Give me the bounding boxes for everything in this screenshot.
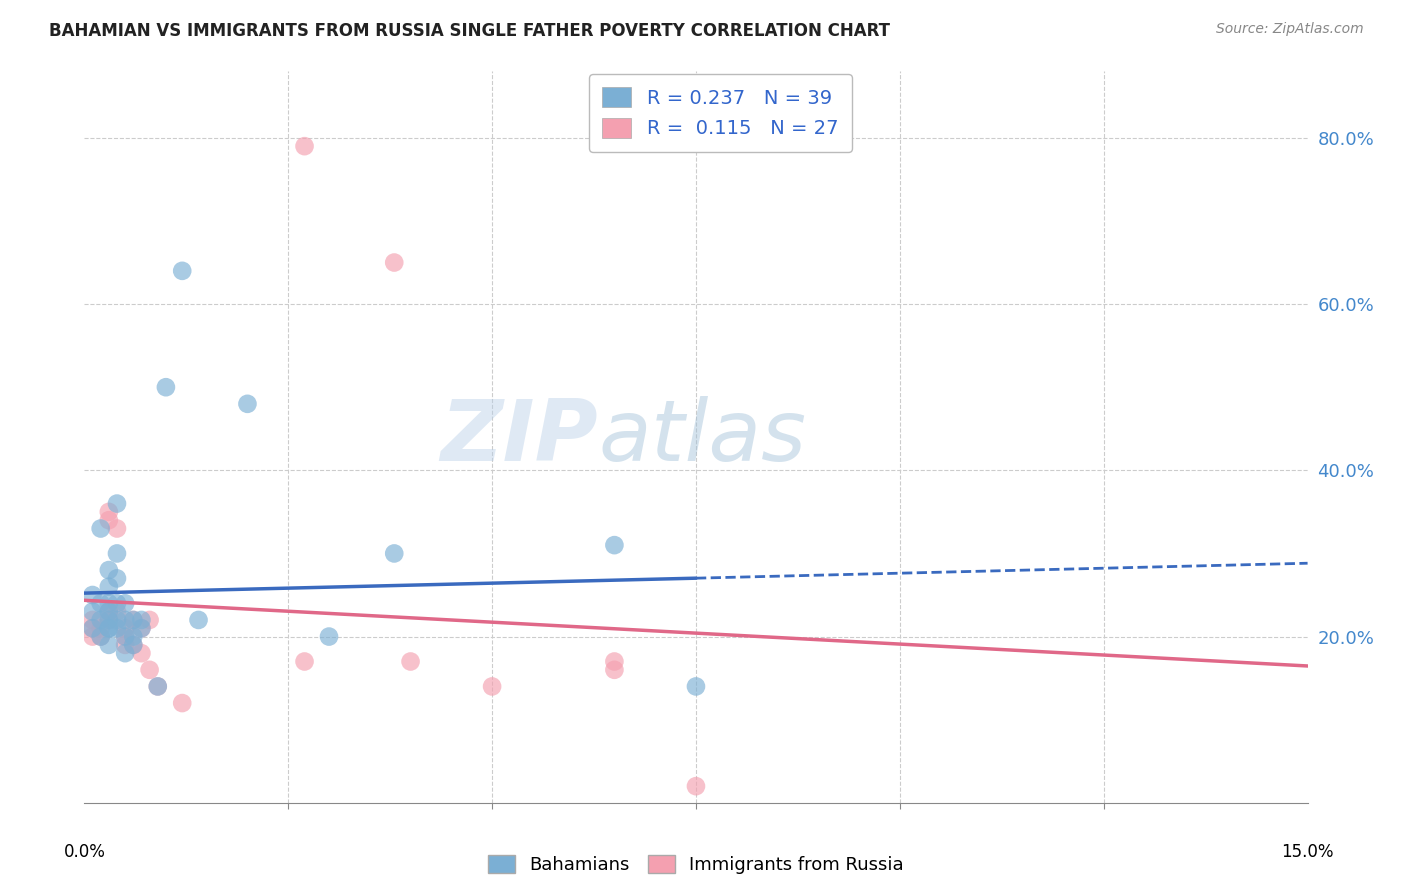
Point xyxy=(114,646,136,660)
Point xyxy=(90,613,112,627)
Point xyxy=(97,605,120,619)
Legend: Bahamians, Immigrants from Russia: Bahamians, Immigrants from Russia xyxy=(481,847,911,881)
Point xyxy=(399,655,422,669)
Point xyxy=(122,613,145,627)
Point xyxy=(172,264,194,278)
Point xyxy=(122,638,145,652)
Point xyxy=(114,596,136,610)
Point xyxy=(97,613,120,627)
Point xyxy=(90,630,112,644)
Point xyxy=(82,605,104,619)
Point xyxy=(97,638,120,652)
Point xyxy=(97,613,120,627)
Point xyxy=(294,139,316,153)
Point xyxy=(138,663,160,677)
Point xyxy=(603,663,626,677)
Point xyxy=(97,605,120,619)
Point xyxy=(131,621,153,635)
Point xyxy=(481,680,503,694)
Point xyxy=(82,630,104,644)
Point xyxy=(97,513,120,527)
Point xyxy=(97,505,120,519)
Point xyxy=(105,605,128,619)
Text: BAHAMIAN VS IMMIGRANTS FROM RUSSIA SINGLE FATHER POVERTY CORRELATION CHART: BAHAMIAN VS IMMIGRANTS FROM RUSSIA SINGL… xyxy=(49,22,890,40)
Point xyxy=(105,546,128,560)
Point xyxy=(97,580,120,594)
Point xyxy=(172,696,194,710)
Point xyxy=(82,588,104,602)
Point xyxy=(105,521,128,535)
Point xyxy=(146,680,169,694)
Point xyxy=(105,613,128,627)
Point xyxy=(131,613,153,627)
Point xyxy=(382,546,405,560)
Point xyxy=(105,497,128,511)
Point xyxy=(122,630,145,644)
Point xyxy=(114,613,136,627)
Point xyxy=(685,680,707,694)
Text: 15.0%: 15.0% xyxy=(1281,843,1334,861)
Point xyxy=(82,613,104,627)
Point xyxy=(236,397,259,411)
Point xyxy=(603,538,626,552)
Point xyxy=(105,621,128,635)
Point xyxy=(138,613,160,627)
Point xyxy=(105,596,128,610)
Point xyxy=(131,646,153,660)
Point xyxy=(685,779,707,793)
Point xyxy=(155,380,177,394)
Point xyxy=(114,630,136,644)
Point xyxy=(90,621,112,635)
Text: atlas: atlas xyxy=(598,395,806,479)
Point xyxy=(318,630,340,644)
Point xyxy=(603,655,626,669)
Point xyxy=(114,638,136,652)
Text: Source: ZipAtlas.com: Source: ZipAtlas.com xyxy=(1216,22,1364,37)
Point xyxy=(122,613,145,627)
Point xyxy=(90,596,112,610)
Point xyxy=(97,621,120,635)
Point xyxy=(114,621,136,635)
Point xyxy=(122,638,145,652)
Point xyxy=(82,621,104,635)
Point xyxy=(131,621,153,635)
Text: ZIP: ZIP xyxy=(440,395,598,479)
Point xyxy=(382,255,405,269)
Point xyxy=(146,680,169,694)
Point xyxy=(105,571,128,585)
Point xyxy=(90,521,112,535)
Point xyxy=(97,621,120,635)
Point xyxy=(82,621,104,635)
Point xyxy=(97,563,120,577)
Point xyxy=(187,613,209,627)
Text: 0.0%: 0.0% xyxy=(63,843,105,861)
Point xyxy=(97,596,120,610)
Point xyxy=(90,630,112,644)
Point xyxy=(114,630,136,644)
Point xyxy=(294,655,316,669)
